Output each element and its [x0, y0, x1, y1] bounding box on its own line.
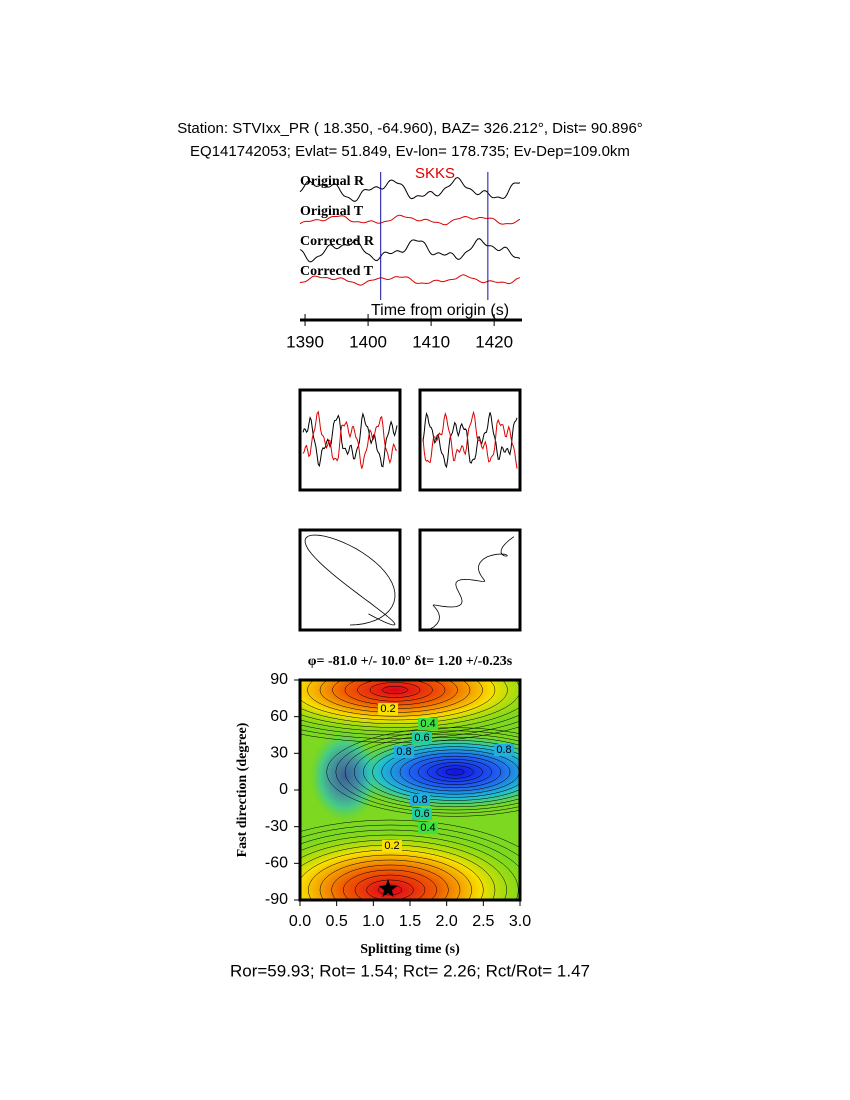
contour-line [300, 680, 520, 728]
contour-label: 0.6 [414, 808, 429, 820]
x-tick-label: 2.0 [436, 913, 458, 930]
contour-line [363, 740, 520, 804]
contour-line [344, 733, 520, 811]
contour-line [300, 819, 520, 848]
trace-label: Original T [300, 204, 364, 219]
contour-line [381, 746, 520, 798]
contour-line [382, 686, 408, 694]
contour-line [300, 834, 519, 900]
x-tick-label: 1420 [475, 332, 513, 351]
x-tick-label: 1400 [349, 332, 387, 351]
contour-line [354, 874, 426, 900]
x-tick-label: 1.5 [399, 913, 421, 930]
contour-label: 0.4 [420, 718, 435, 730]
y-axis-label: Fast direction (degree) [235, 722, 250, 857]
contour-label: 0.8 [496, 744, 511, 756]
panel-frames [298, 388, 522, 632]
contour-label-bg [418, 718, 438, 730]
contour-line [357, 680, 433, 702]
contour-line [300, 726, 520, 743]
trace-label: Corrected T [300, 264, 374, 279]
contour-line [353, 736, 520, 808]
contour-label-bg [412, 732, 432, 744]
x-tick-label: 1410 [412, 332, 450, 351]
contour-line [300, 720, 520, 739]
y-tick-label: -60 [265, 855, 288, 872]
contour-label: 0.2 [384, 840, 399, 852]
contour-line [331, 864, 449, 900]
contour-line [399, 752, 511, 792]
phase-label: SKKS [415, 165, 455, 182]
contour-line [308, 854, 472, 900]
contour-line [366, 879, 414, 900]
y-tick-label: 60 [270, 708, 288, 725]
contour-line [300, 829, 520, 869]
contour-line [418, 759, 492, 785]
contour-line [300, 824, 520, 857]
contour-label: 0.8 [396, 746, 411, 758]
contour-label-bg [394, 746, 414, 758]
contour-line [408, 755, 502, 789]
contour-label: 0.2 [380, 703, 395, 715]
y-tick-label: 0 [279, 781, 288, 798]
contour-label-bg [410, 794, 430, 806]
y-tick-label: -90 [265, 891, 288, 908]
x-tick-label: 2.5 [472, 913, 494, 930]
trace [422, 411, 518, 469]
particle-motion [304, 534, 396, 626]
misfit-surface [300, 680, 520, 900]
header-line: Station: STVIxx_PR ( 18.350, -64.960), B… [177, 120, 643, 137]
contour-line [326, 727, 520, 817]
contour-label: 0.4 [420, 822, 435, 834]
contour-line [436, 765, 474, 779]
contour-label-bg [378, 703, 398, 715]
y-tick-label: -30 [265, 818, 288, 835]
contour-label: 0.6 [414, 732, 429, 744]
contour-line [307, 680, 483, 717]
x-tick-label: 1390 [286, 332, 324, 351]
contour-line [300, 706, 520, 732]
trace-label: Original R [300, 174, 365, 189]
x-tick-label: 1.0 [362, 913, 384, 930]
y-tick-label: 30 [270, 745, 288, 762]
trace [302, 411, 398, 468]
contour-line [343, 869, 437, 900]
trace [302, 410, 397, 469]
trace [299, 274, 521, 286]
contour-title: φ= -81.0 +/- 10.0° δt= 1.20 +/-0.23s [308, 654, 513, 669]
contour-line [427, 762, 483, 782]
y-tick-label: 90 [270, 671, 288, 688]
contour-label: 0.8 [412, 794, 427, 806]
x-tick-label: 3.0 [509, 913, 531, 930]
x-tick-label: 0.0 [289, 913, 311, 930]
x-axis-label: Time from origin (s) [371, 302, 509, 319]
contour-label-bg [382, 840, 402, 852]
best-fit-star [378, 879, 398, 898]
particle-motion [424, 536, 515, 632]
contour-line [300, 680, 496, 721]
contour-line [445, 768, 465, 776]
contour-line [372, 743, 520, 801]
header-line: EQ141742053; Evlat= 51.849, Ev-lon= 178.… [190, 143, 630, 160]
contour-line [300, 680, 508, 724]
trace [299, 176, 521, 202]
contour-line [300, 714, 520, 736]
trace [299, 238, 521, 263]
x-tick-label: 0.5 [326, 913, 348, 930]
trace [422, 410, 518, 469]
contour-line [319, 859, 461, 900]
contour-line [335, 730, 520, 814]
footer: Ror=59.93; Rot= 1.54; Rct= 2.26; Rct/Rot… [230, 961, 590, 980]
trace [299, 214, 521, 226]
contour-label-bg [494, 744, 514, 756]
x-axis-label: Splitting time (s) [360, 942, 460, 957]
contour-label-bg [418, 822, 438, 834]
contour-label-bg [412, 808, 432, 820]
trace-label: Corrected R [300, 234, 375, 249]
contour-line [369, 682, 421, 698]
